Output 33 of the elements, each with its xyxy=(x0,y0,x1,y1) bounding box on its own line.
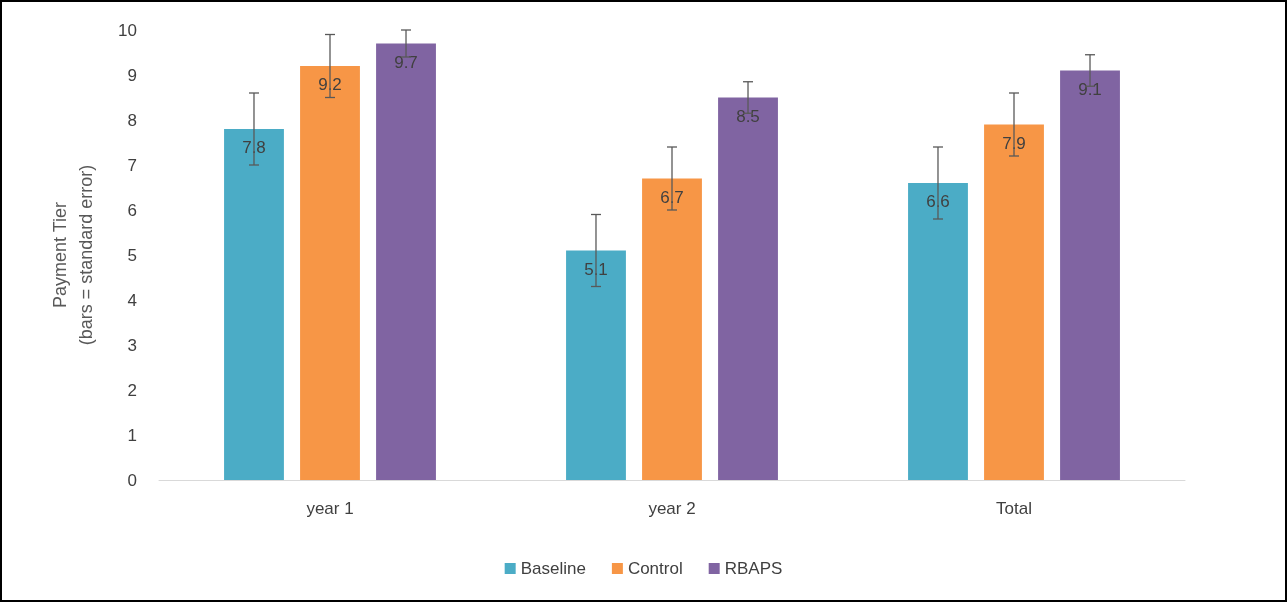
bar xyxy=(566,250,626,480)
bar xyxy=(300,66,360,480)
x-tick-label: year 2 xyxy=(648,499,696,518)
bar xyxy=(642,178,702,480)
y-tick-label: 5 xyxy=(127,245,137,265)
bar xyxy=(718,97,778,480)
bar xyxy=(908,183,968,480)
data-label: 6.6 xyxy=(926,192,950,211)
legend-label: RBAPS xyxy=(724,559,783,578)
y-tick-label: 4 xyxy=(127,290,137,310)
data-label: 7.8 xyxy=(242,138,266,157)
y-tick-label: 3 xyxy=(127,335,137,355)
y-tick-label: 8 xyxy=(127,110,137,130)
y-tick-label: 1 xyxy=(127,425,137,445)
legend-label: Control xyxy=(627,559,683,578)
y-axis-title: Payment Tier (bars = standard error) xyxy=(50,164,96,346)
data-label: 5.1 xyxy=(584,259,608,279)
x-tick-label: Total xyxy=(996,499,1032,518)
bar xyxy=(984,124,1044,480)
data-label: 9.1 xyxy=(1078,79,1102,99)
y-tick-label: 7 xyxy=(127,155,137,175)
legend-label: Baseline xyxy=(520,559,586,578)
bar xyxy=(1060,70,1120,480)
y-tick-label: 6 xyxy=(127,200,137,220)
y-tick-label: 0 xyxy=(127,470,137,490)
data-label: 9.7 xyxy=(394,52,418,72)
y-tick-label: 10 xyxy=(118,20,137,40)
data-label: 8.5 xyxy=(736,106,760,126)
x-tick-label: year 1 xyxy=(306,499,354,518)
bar xyxy=(376,43,436,480)
bar xyxy=(224,129,284,480)
y-tick-label: 9 xyxy=(127,65,137,85)
y-tick-label: 2 xyxy=(127,380,137,400)
